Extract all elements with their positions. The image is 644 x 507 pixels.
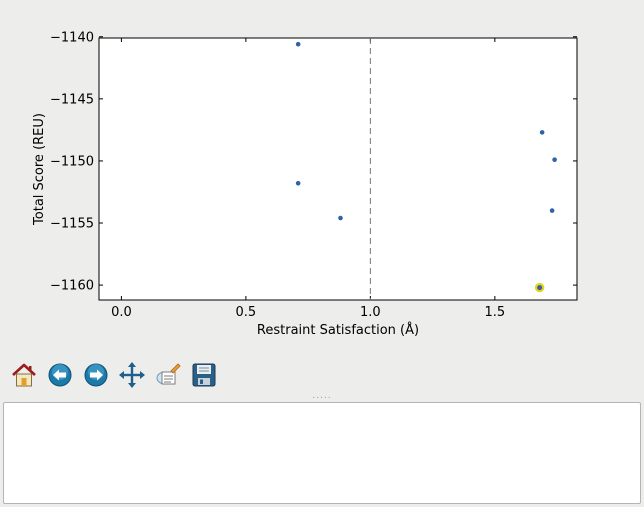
x-tick-label: 1.5 bbox=[485, 305, 506, 320]
y-tick-label: −1155 bbox=[50, 217, 94, 232]
back-button[interactable] bbox=[42, 358, 78, 392]
plot-area bbox=[98, 37, 578, 301]
home-icon bbox=[12, 363, 36, 387]
output-panel[interactable] bbox=[3, 402, 641, 504]
pan-button[interactable] bbox=[114, 358, 150, 392]
forward-button[interactable] bbox=[78, 358, 114, 392]
y-axis-label: Total Score (REU) bbox=[32, 113, 47, 226]
y-tick-label: −1150 bbox=[50, 154, 94, 169]
back-arrow-icon bbox=[48, 363, 72, 387]
y-axis: −1140 −1145 −1150 −1155 −1160 bbox=[50, 30, 577, 294]
data-points bbox=[295, 41, 557, 293]
y-tick-label: −1140 bbox=[50, 30, 94, 45]
x-axis-label: Restraint Satisfaction (Å) bbox=[257, 322, 419, 338]
home-button[interactable] bbox=[6, 358, 42, 392]
x-axis: 0.0 0.5 1.0 1.5 bbox=[111, 38, 505, 320]
highlighted-data-point bbox=[534, 282, 545, 293]
x-tick-label: 0.5 bbox=[236, 305, 257, 320]
data-point bbox=[295, 41, 301, 47]
pan-arrows-icon bbox=[119, 362, 145, 388]
y-tick-label: −1160 bbox=[50, 279, 94, 294]
data-point bbox=[338, 215, 343, 221]
x-tick-label: 1.0 bbox=[360, 305, 381, 320]
y-tick-label: −1145 bbox=[50, 92, 94, 107]
navigation-toolbar bbox=[6, 358, 222, 392]
zoom-button[interactable] bbox=[150, 358, 186, 392]
save-button[interactable] bbox=[186, 358, 222, 392]
data-point bbox=[552, 157, 557, 162]
scatter-figure: 0.0 0.5 1.0 1.5 −1140 −1145 −1150 −1155 −1160 R… bbox=[32, 30, 578, 338]
panel-splitter[interactable]: ..... bbox=[312, 391, 332, 401]
data-point bbox=[295, 180, 301, 186]
forward-arrow-icon bbox=[84, 363, 108, 387]
x-tick-label: 0.0 bbox=[111, 305, 132, 320]
data-point bbox=[539, 130, 545, 135]
data-point bbox=[549, 208, 555, 213]
zoom-rect-icon bbox=[156, 363, 181, 385]
save-disk-icon bbox=[192, 363, 216, 387]
